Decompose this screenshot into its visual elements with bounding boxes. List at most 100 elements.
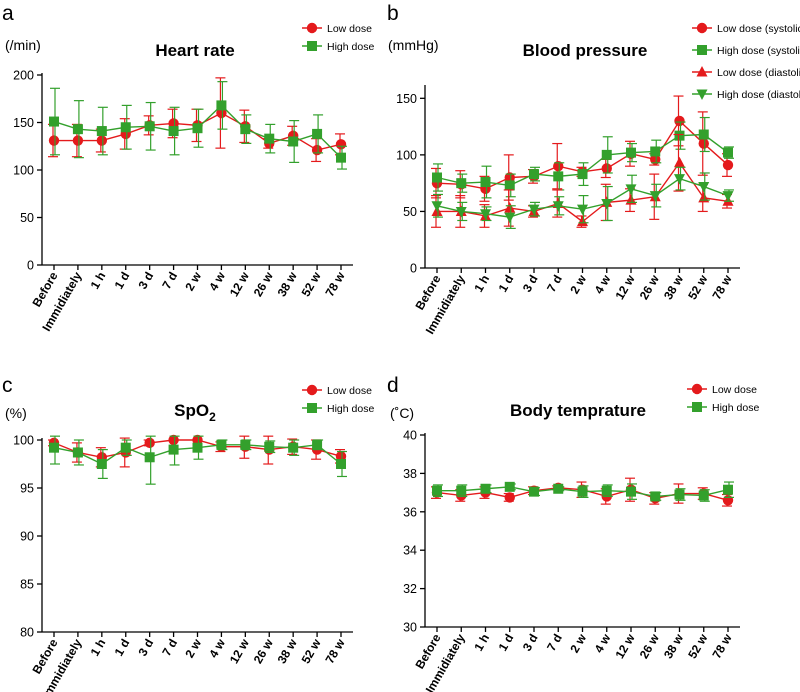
data-point: [431, 201, 443, 212]
data-point: [168, 434, 179, 446]
chart-title-text: SpO: [174, 401, 209, 420]
legend-marker: [696, 66, 708, 77]
legend-marker: [307, 41, 317, 51]
data-point: [553, 160, 564, 172]
panel-d: d(˚C) Body temprature303234363840BeforeIm…: [387, 374, 759, 692]
data-point: [335, 451, 347, 462]
y-tick-label: 100: [13, 164, 34, 178]
data-point: [650, 146, 661, 157]
x-tick-label: 52 w: [299, 636, 324, 666]
data-point: [120, 122, 131, 133]
legend-label: High dose: [712, 402, 759, 414]
y-tick-label: 150: [396, 92, 417, 106]
data-point: [335, 139, 347, 150]
data-point: [72, 124, 83, 135]
data-point: [577, 215, 588, 227]
x-tick-label: 1 h: [88, 637, 109, 659]
data-point: [504, 212, 516, 224]
x-tick-label: 4 w: [206, 636, 228, 660]
legend-marker: [691, 383, 703, 395]
legend-label: Low dose: [327, 385, 372, 397]
data-point: [168, 126, 179, 137]
x-tick-label: 38 w: [275, 636, 300, 666]
data-point: [480, 177, 491, 188]
legend: Low dose High dose: [687, 383, 759, 414]
legend-marker: [306, 22, 318, 34]
data-point: [601, 199, 613, 210]
y-unit-label: (%): [5, 405, 27, 421]
data-point: [674, 489, 685, 500]
x-tick-label: 26 w: [637, 631, 662, 661]
data-point: [240, 439, 251, 450]
legend-marker: [306, 384, 318, 396]
x-tick-label: 38 w: [661, 272, 686, 302]
legend-marker: [692, 402, 702, 412]
data-point: [722, 191, 734, 202]
legend-marker: [696, 89, 708, 100]
data-point: [168, 118, 179, 129]
data-point: [312, 128, 323, 139]
x-tick-label: 1 h: [471, 273, 492, 295]
y-tick-label: 50: [403, 205, 417, 219]
y-tick-label: 95: [20, 482, 34, 496]
data-point: [456, 485, 467, 496]
chart-title: Body temprature: [510, 401, 646, 420]
legend-marker: [696, 22, 708, 34]
data-point: [577, 169, 588, 180]
x-tick-label: 2 w: [182, 636, 204, 660]
data-point: [529, 169, 539, 180]
data-point: [432, 485, 442, 496]
x-tick-label: 3 d: [135, 637, 156, 659]
data-point: [552, 201, 564, 212]
chart-title-subscript: 2: [209, 410, 216, 424]
chart-title-text: Heart rate: [155, 41, 234, 60]
legend-label: High dose (systolic): [717, 45, 800, 57]
data-point: [698, 182, 710, 193]
data-point: [288, 136, 299, 147]
legend-label: Low dose (diastolic): [717, 67, 800, 79]
x-tick-label: 78 w: [322, 636, 347, 666]
data-point: [480, 483, 491, 494]
data-point: [455, 206, 467, 218]
x-tick-label: 7 d: [544, 632, 565, 654]
x-tick-label: 1 d: [496, 273, 517, 295]
legend-label: Low dose: [327, 23, 372, 35]
data-point: [674, 115, 685, 127]
data-point: [577, 204, 588, 216]
series-high-dose: [49, 81, 347, 170]
y-tick-label: 38: [403, 467, 417, 481]
y-unit-label: (/min): [5, 37, 41, 53]
x-tick-label: 3 d: [520, 632, 541, 654]
data-point: [577, 486, 588, 497]
panel-letter: b: [387, 2, 399, 25]
series-high-dose: [432, 481, 734, 502]
legend: Low dose High dose: [302, 384, 374, 415]
x-tick-label: 2 w: [567, 272, 589, 296]
data-point: [48, 135, 60, 146]
series-low-dose: [48, 77, 347, 163]
legend-label: High dose (diastolic): [717, 89, 800, 101]
data-point: [264, 133, 275, 144]
data-point: [192, 123, 203, 134]
data-point: [529, 486, 539, 497]
panel-a: a(/min) Heart rate050100150200BeforeImmid…: [2, 2, 374, 334]
data-point: [264, 441, 275, 452]
x-tick-label: 1 d: [112, 270, 133, 292]
data-point: [674, 156, 685, 168]
data-point: [650, 154, 661, 165]
x-tick-label: 52 w: [685, 272, 710, 302]
x-tick-label: 4 w: [206, 269, 228, 293]
x-tick-label: 1 h: [471, 632, 492, 654]
x-tick-label: 2 w: [182, 269, 204, 293]
y-tick-label: 0: [27, 259, 34, 273]
y-tick-label: 100: [13, 434, 34, 448]
y-tick-label: 100: [396, 148, 417, 162]
data-point: [626, 147, 636, 158]
data-point: [336, 459, 346, 469]
data-point: [216, 439, 227, 450]
legend-label: Low dose (systolic): [717, 23, 800, 35]
data-point: [311, 144, 323, 156]
y-unit-label: (mmHg): [388, 37, 439, 53]
data-point: [674, 130, 685, 141]
